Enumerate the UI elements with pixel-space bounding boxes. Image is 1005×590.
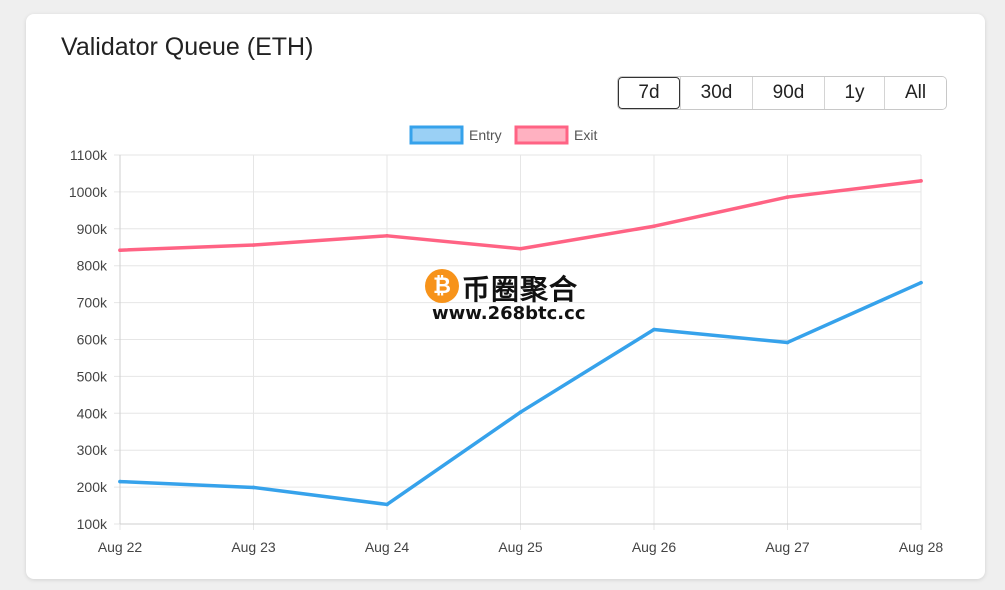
data-point-entry [251, 485, 256, 490]
y-tick-label: 400k [77, 405, 108, 421]
data-point-entry [785, 340, 790, 345]
watermark-name: 币圈聚合 [462, 273, 579, 306]
legend-swatch-entry [409, 125, 464, 145]
range-7d-button[interactable]: 7d [618, 77, 680, 109]
y-tick-label: 600k [77, 332, 108, 348]
data-point-exit [118, 248, 122, 253]
data-point-entry [652, 327, 656, 332]
range-1y-button[interactable]: 1y [824, 77, 884, 109]
x-tick-label: Aug 22 [98, 539, 143, 555]
y-tick-label: 500k [77, 368, 108, 384]
y-tick-label: 900k [77, 221, 108, 237]
y-tick-label: 800k [77, 258, 108, 274]
bitcoin-logo-icon: ₿ [425, 269, 459, 303]
x-tick-label: Aug 25 [498, 539, 543, 555]
y-tick-label: 1000k [69, 184, 108, 200]
data-point-exit [518, 246, 523, 251]
x-tick-label: Aug 24 [365, 539, 410, 555]
legend-label-exit: Exit [574, 127, 597, 143]
x-tick-label: Aug 28 [899, 539, 944, 555]
y-tick-label: 300k [77, 442, 108, 458]
data-point-exit [652, 224, 656, 229]
data-point-entry [518, 410, 523, 414]
data-point-exit [785, 195, 790, 199]
x-tick-label: Aug 26 [632, 539, 677, 555]
range-90d-button[interactable]: 90d [752, 77, 824, 109]
data-point-entry [118, 479, 122, 484]
range-all-button[interactable]: All [884, 77, 946, 109]
time-range-selector: 7d 30d 90d 1y All [617, 76, 947, 110]
y-tick-label: 700k [77, 295, 108, 311]
y-tick-label: 200k [77, 479, 108, 495]
watermark-url: www.268btc.cc [432, 303, 586, 324]
range-30d-button[interactable]: 30d [680, 77, 752, 109]
data-point-entry [385, 502, 389, 507]
y-tick-label: 1100k [70, 147, 108, 163]
legend-label-entry: Entry [469, 127, 502, 143]
x-tick-label: Aug 27 [765, 539, 810, 555]
data-point-exit [251, 243, 256, 247]
page-title: Validator Queue (ETH) [61, 33, 314, 61]
x-tick-label: Aug 23 [231, 539, 276, 555]
data-point-exit [919, 179, 923, 183]
legend-swatch-exit [514, 125, 569, 145]
watermark: ₿ 币圈聚合 www.268btc.cc [424, 267, 594, 327]
data-point-exit [385, 234, 389, 238]
y-tick-label: 100k [77, 516, 108, 532]
data-point-entry [919, 280, 923, 285]
